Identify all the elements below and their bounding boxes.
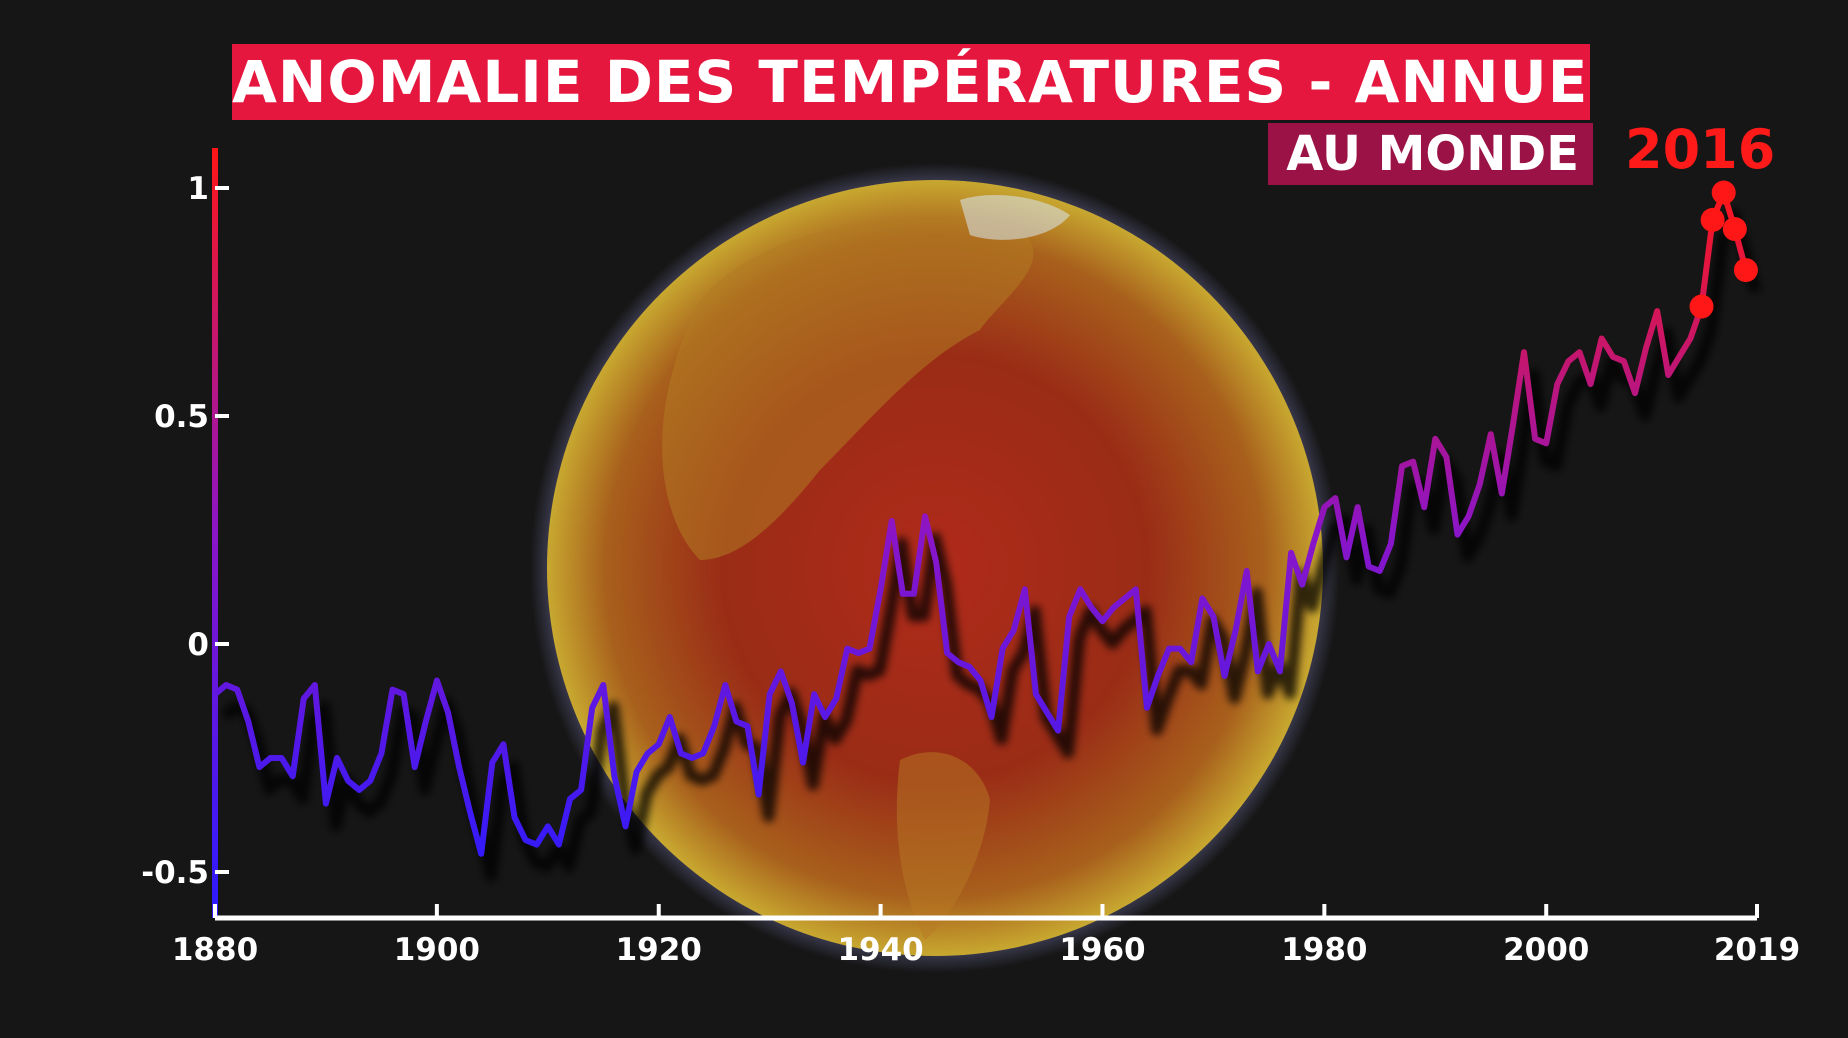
y-ticks: 1 0.5 0 -0.5 (141, 171, 229, 891)
x-tick-label: 1880 (172, 932, 258, 968)
highlight-point (1700, 207, 1725, 232)
x-tick-label: 1980 (1281, 932, 1367, 968)
y-tick-label: 0.5 (154, 399, 209, 435)
highlight-point (1689, 294, 1714, 319)
series-line-shadow (221, 208, 1762, 882)
series-line (212, 189, 1749, 857)
highlight-points (1689, 180, 1758, 319)
y-tick-label: 1 (187, 171, 209, 207)
x-tick-label: 2000 (1503, 932, 1589, 968)
y-tick-label: 0 (187, 627, 209, 663)
highlight-point (1711, 180, 1736, 205)
chart-title: ANOMALIE DES TEMPÉRATURES - ANNUELLE (232, 44, 1590, 120)
x-ticks: 1880 1900 1920 1940 1960 1980 2000 2019 (172, 904, 1800, 968)
series-shadow (221, 208, 1762, 882)
x-tick-label: 1960 (1059, 932, 1145, 968)
x-tick-label: 1900 (394, 932, 480, 968)
x-tick-label: 2019 (1714, 932, 1800, 968)
highlight-point (1733, 258, 1758, 283)
highlight-year-label: 2016 (1625, 118, 1776, 181)
x-tick-label: 1940 (837, 932, 923, 968)
axes (212, 148, 1757, 921)
x-tick-label: 1920 (616, 932, 702, 968)
y-tick-label: -0.5 (141, 855, 209, 891)
chart-subtitle: AU MONDE (1268, 123, 1593, 185)
highlight-point (1722, 217, 1747, 242)
series (212, 189, 1749, 857)
